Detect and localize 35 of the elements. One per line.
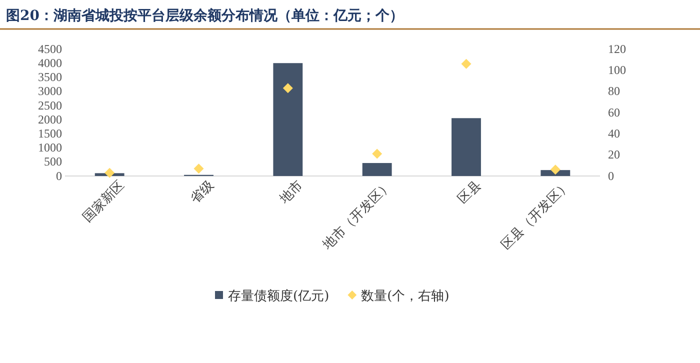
- x-tick-label: 区县（开发区）: [498, 177, 573, 252]
- legend-label: 数量(个，右轴): [361, 289, 450, 304]
- y-tick-label: 1000: [38, 140, 62, 155]
- y-tick-label: 4000: [38, 56, 62, 70]
- x-tick-label: 地市（开发区）: [318, 177, 395, 254]
- point: [550, 164, 560, 175]
- chart-title: 图20：湖南省城投按平台层级余额分布情况（单位：亿元；个）: [6, 7, 404, 24]
- legend-label: 存量债额度(亿元): [228, 288, 330, 304]
- point: [104, 168, 115, 178]
- y2-tick-label: 40: [608, 126, 620, 141]
- y-tick-label: 0: [56, 168, 62, 183]
- point: [372, 148, 382, 159]
- x-tick-label: 区县: [454, 177, 484, 206]
- y-tick-label: 2000: [38, 112, 62, 126]
- y2-tick-label: 80: [608, 84, 620, 98]
- bar: [362, 163, 392, 176]
- y2-tick-label: 60: [608, 105, 620, 120]
- x-tick-label: 省级: [187, 177, 216, 206]
- point: [282, 83, 293, 94]
- y2-tick-label: 0: [608, 168, 614, 183]
- y-tick-label: 500: [44, 154, 62, 169]
- y-tick-label: 3500: [38, 70, 62, 84]
- y2-tick-label: 120: [608, 42, 626, 56]
- point: [461, 58, 472, 69]
- y-tick-label: 2500: [38, 98, 62, 112]
- y-tick-label: 1500: [38, 126, 62, 141]
- y2-tick-label: 20: [608, 148, 620, 162]
- x-tick-label: 地市: [276, 177, 306, 208]
- point: [194, 164, 204, 174]
- y2-tick-label: 100: [608, 63, 626, 78]
- y-tick-label: 3000: [38, 84, 62, 98]
- bar: [273, 63, 303, 176]
- x-tick-label: 国家新区: [80, 177, 128, 225]
- bar: [452, 118, 481, 176]
- y-tick-label: 4500: [38, 42, 62, 56]
